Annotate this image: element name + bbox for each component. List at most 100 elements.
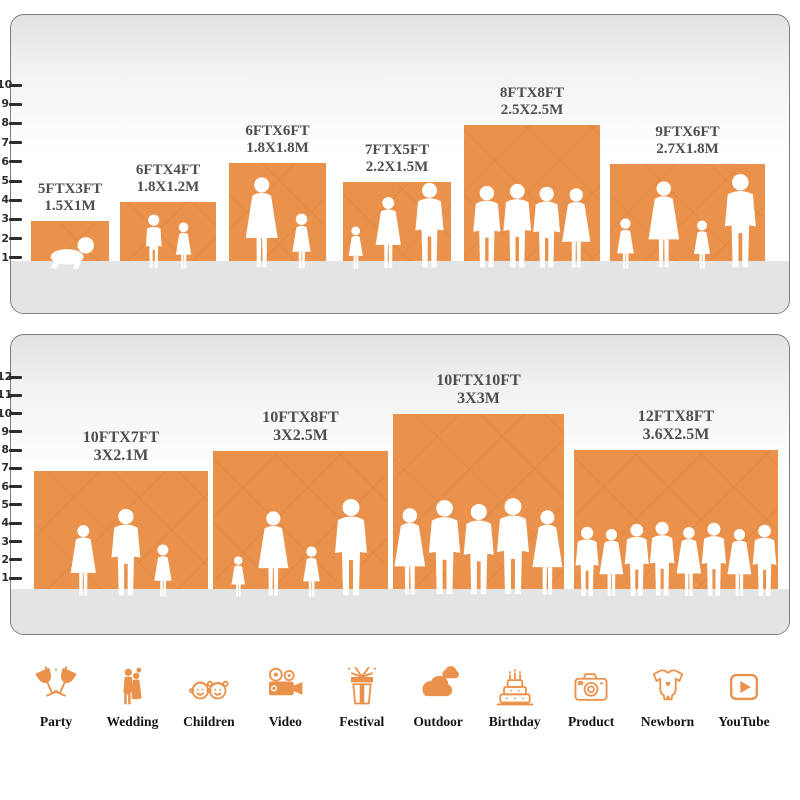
people-silhouettes [120, 214, 216, 270]
people-silhouettes [343, 182, 451, 270]
ruler-number: 2 [1, 552, 9, 566]
category-label: Children [183, 714, 235, 729]
category-children: Children [175, 664, 243, 730]
people-silhouettes [393, 496, 564, 598]
ruler-number: 3 [1, 534, 9, 548]
woman-silhouette [375, 197, 401, 268]
category-label: Video [268, 714, 302, 729]
size-ft: 12FTX8FT [637, 407, 715, 425]
backdrop-size-label: 10FTX10FT 3X3M [436, 372, 520, 409]
category-youtube: YouTube [710, 664, 778, 730]
backdrop-rect [213, 451, 388, 597]
girl-silhouette [617, 218, 635, 269]
category-label: Festival [339, 714, 385, 729]
woman-silhouette [245, 177, 278, 268]
category-party: Party [22, 664, 90, 730]
size-ft: 10FTX8FT [262, 408, 339, 426]
people-silhouettes [213, 498, 388, 598]
people-silhouettes [574, 521, 778, 598]
size-ft: 8FTX8FT [499, 84, 565, 101]
girl-silhouette [292, 213, 311, 269]
ruler-number: 12 [0, 370, 13, 383]
category-product: Product [557, 664, 625, 730]
size-m: 2.2X1.5M [365, 159, 429, 176]
man-silhouette [575, 526, 599, 596]
ruler-number: 11 [0, 388, 13, 402]
floor-strip [11, 589, 789, 634]
backdrop-size-label: 12FTX8FT 3.6X2.5M [638, 408, 714, 445]
category-label: Party [39, 714, 73, 729]
ruler-number: 5 [1, 174, 9, 187]
girl-silhouette [348, 226, 363, 269]
backdrop-size-label: 5FTX3FT 1.5X1M [38, 181, 102, 216]
ruler-number: 1 [1, 250, 9, 264]
woman-silhouette [532, 510, 563, 595]
backdrop-size-label: 6FTX4FT 1.8X1.2M [136, 162, 200, 197]
woman-silhouette [394, 508, 426, 595]
man-silhouette [473, 185, 501, 268]
man-silhouette [624, 523, 649, 596]
backdrop-12ftx8ft: 12FTX8FT 3.6X2.5M [574, 408, 778, 596]
ruler-number: 6 [1, 479, 9, 493]
backdrop-rect [229, 163, 326, 269]
backdrop-rect [574, 450, 778, 596]
outdoor-icon [422, 666, 460, 697]
woman-silhouette [676, 527, 701, 596]
boy-silhouette [146, 214, 162, 269]
newborn-icon [652, 669, 683, 701]
category-birthday: Birthday [481, 664, 549, 730]
girl-silhouette [231, 556, 245, 597]
ruler-number: 7 [1, 135, 9, 149]
people-silhouettes [34, 508, 208, 598]
panel-large-backdrops: 10FTX7FT 3X2.1M 10FTX8FT 3X2.5M 10FTX10F… [10, 334, 790, 635]
backdrop-size-label: 9FTX6FT 2.7X1.8M [655, 124, 719, 159]
ruler-number: 10 [0, 406, 13, 420]
size-m: 2.7X1.8M [656, 141, 719, 158]
category-outdoor: Outdoor [404, 664, 472, 730]
man-silhouette [752, 524, 777, 596]
wedding-icon [123, 667, 143, 705]
backdrop-9ftx6ft: 9FTX6FT 2.7X1.8M [610, 124, 765, 269]
size-ft: 9FTX6FT [655, 123, 720, 140]
ruler-number: 8 [1, 116, 9, 130]
size-ft: 6FTX6FT [245, 122, 310, 139]
backdrop-rect [610, 164, 765, 269]
ruler-number: 10 [0, 78, 13, 91]
size-m: 2.5X2.5M [500, 102, 564, 119]
ruler-number: 2 [1, 231, 9, 245]
woman-silhouette [648, 181, 680, 268]
baby-silhouette [50, 237, 94, 269]
ruler-number: 7 [1, 461, 9, 475]
backdrop-rect [393, 414, 564, 595]
ruler-number: 3 [1, 212, 9, 226]
people-silhouettes [464, 183, 600, 270]
girl-silhouette [154, 544, 172, 597]
ruler-number: 8 [1, 443, 9, 457]
girl-silhouette [303, 546, 320, 597]
ruler-number: 1 [1, 571, 9, 585]
backdrop-size-label: 8FTX8FT 2.5X2.5M [500, 85, 564, 120]
size-ft: 5FTX3FT [37, 180, 103, 197]
man-silhouette [724, 174, 756, 268]
category-label: Outdoor [413, 714, 463, 729]
size-ft: 6FTX4FT [135, 161, 201, 178]
category-label: Product [567, 714, 615, 729]
man-silhouette [503, 183, 531, 268]
children-icon [188, 680, 229, 700]
ruler-number: 6 [1, 154, 9, 168]
ruler-number: 4 [1, 193, 9, 207]
size-ft: 10FTX7FT [82, 428, 160, 446]
size-m: 1.8X1.8M [246, 140, 309, 157]
size-m: 3.6X2.5M [642, 426, 710, 444]
category-newborn: Newborn [634, 664, 702, 730]
ruler-number: 9 [1, 97, 9, 111]
backdrop-10ftx8ft: 10FTX8FT 3X2.5M [213, 408, 388, 597]
girl-silhouette [693, 220, 710, 269]
backdrop-8ftx8ft: 8FTX8FT 2.5X2.5M [464, 85, 600, 268]
floor-strip [11, 261, 789, 313]
festival-icon [347, 666, 376, 705]
category-label: Wedding [106, 714, 159, 729]
woman-silhouette [562, 188, 591, 268]
category-row: Party Wedding [22, 664, 778, 730]
